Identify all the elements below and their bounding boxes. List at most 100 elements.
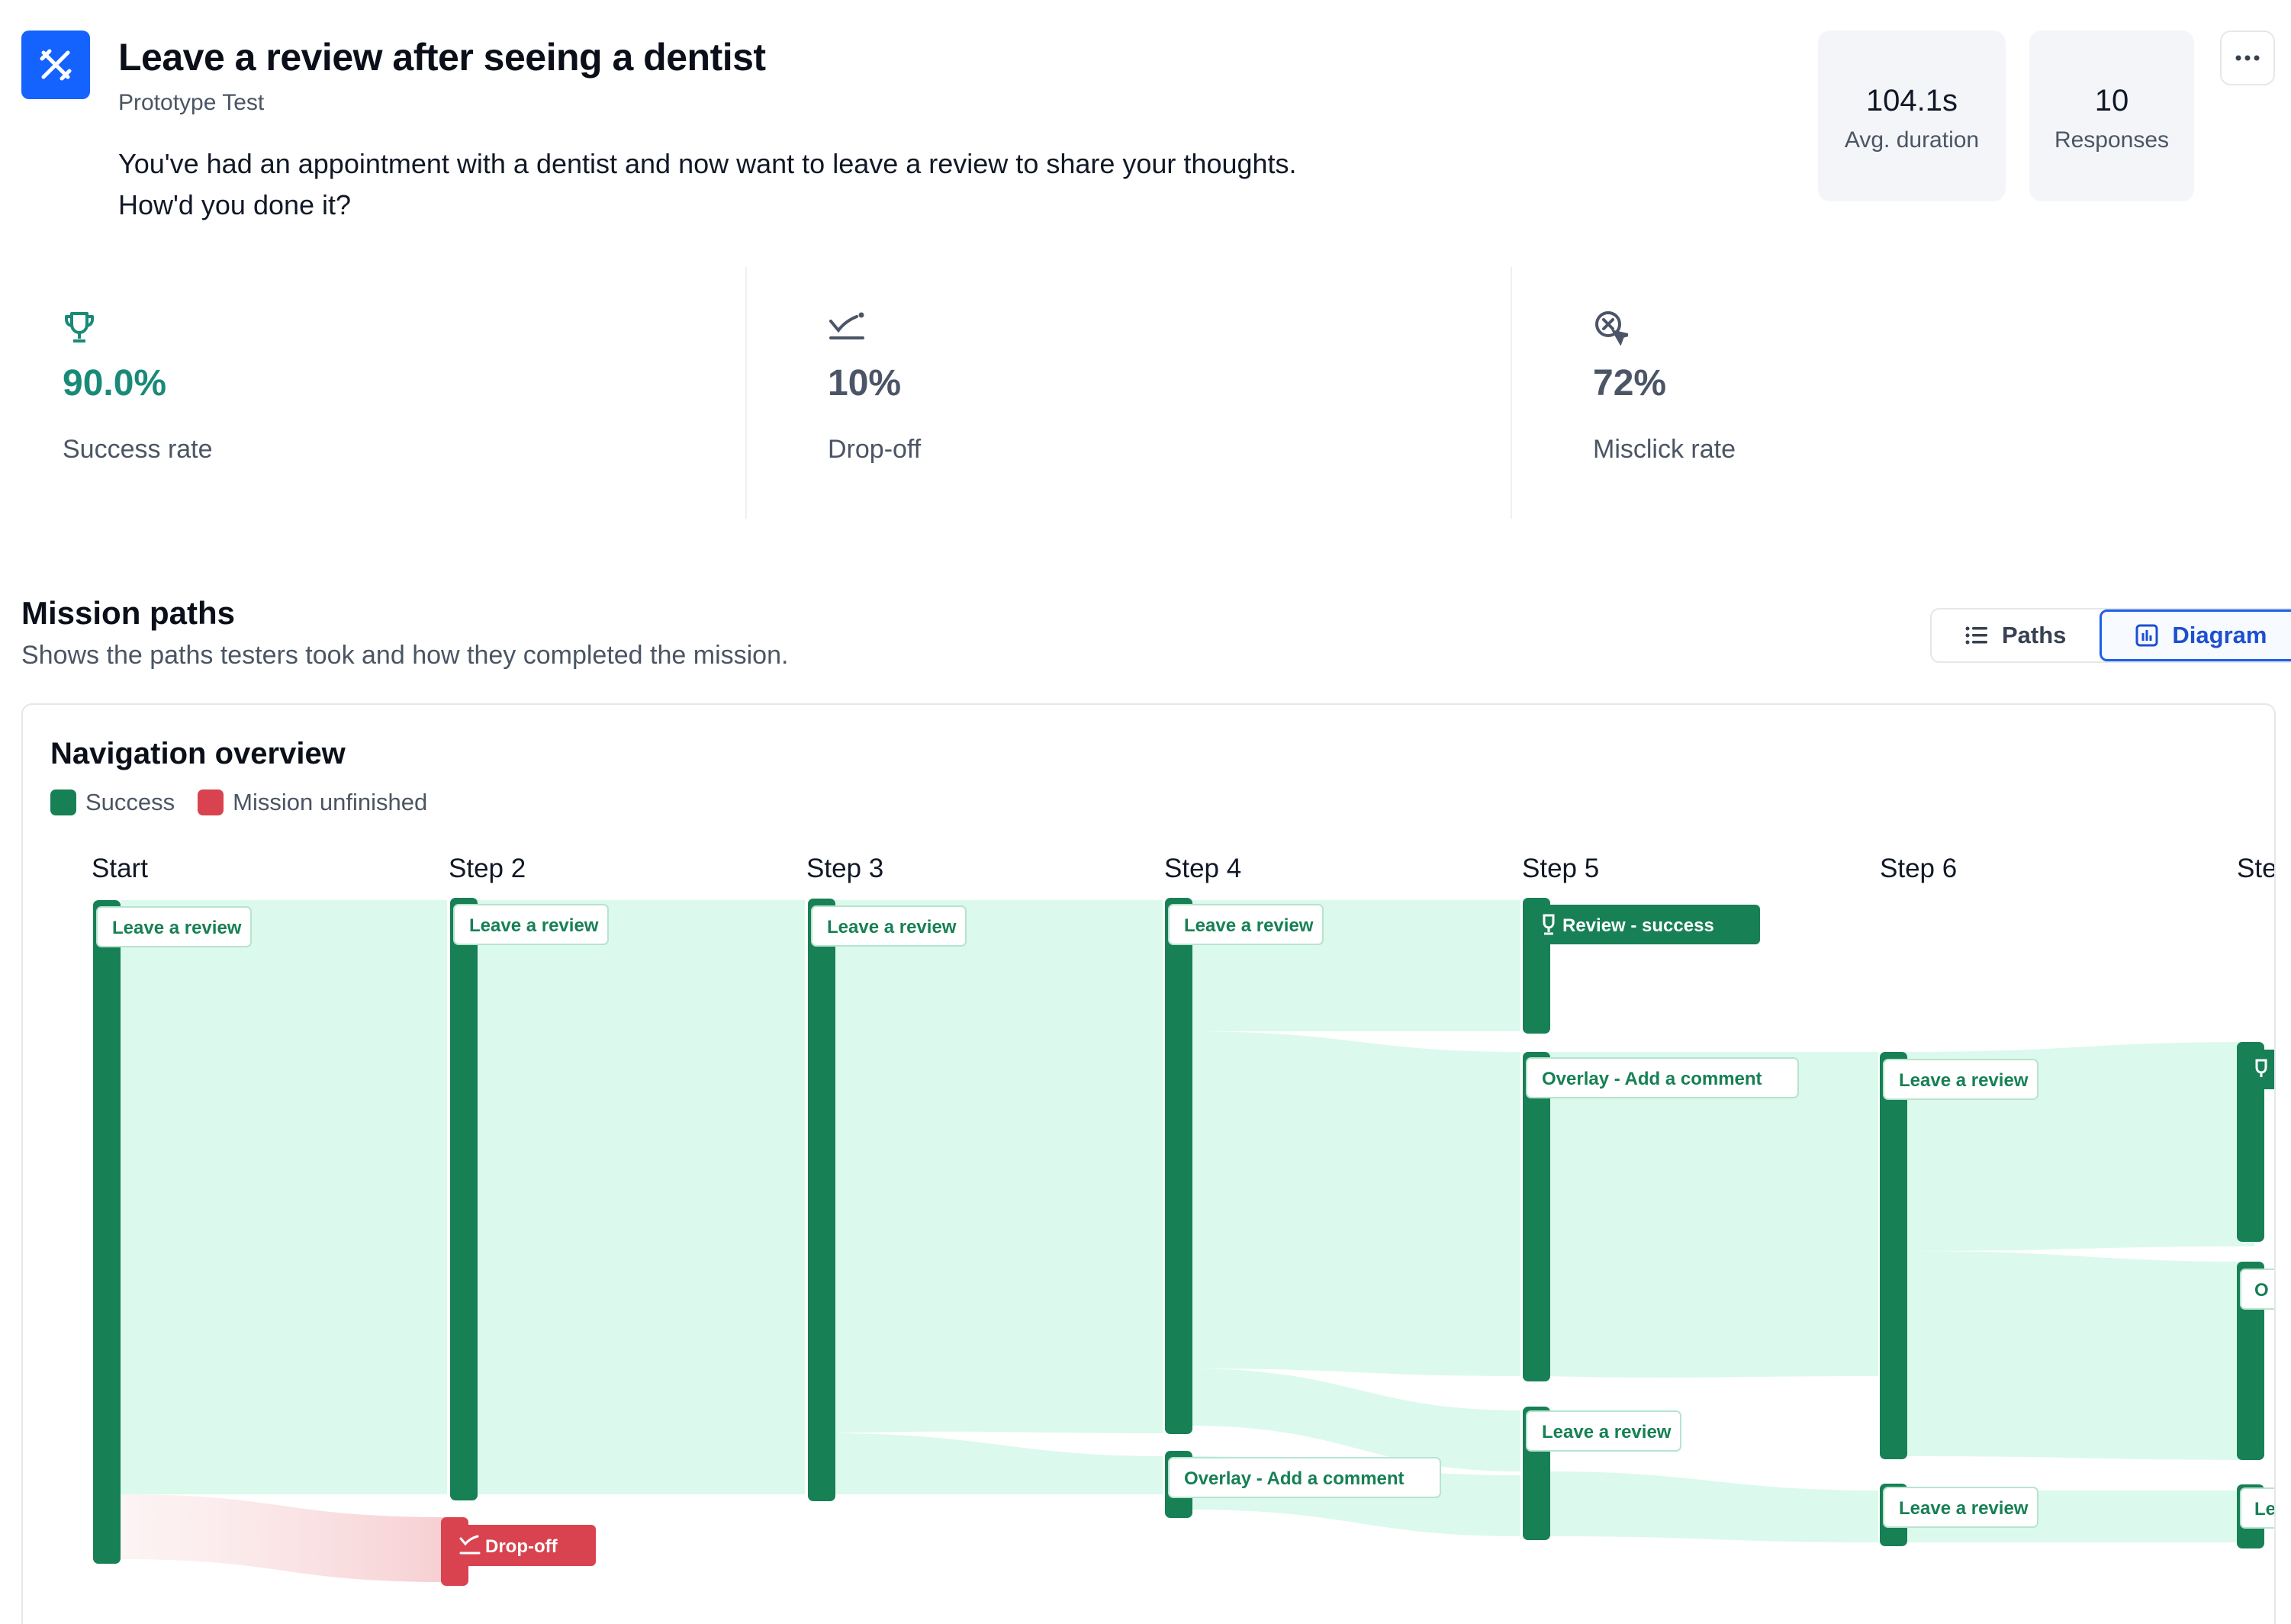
diagram-legend: Success Mission unfinished — [50, 789, 441, 816]
flow-step3-step4 — [832, 900, 1163, 1433]
view-toggle: Paths Diagram — [1930, 608, 2291, 663]
legend-success-swatch — [50, 789, 76, 815]
avg-duration-card: 104.1s Avg. duration — [1818, 31, 2006, 201]
responses-value: 10 — [2094, 84, 2129, 117]
node-label-text: Review - success — [1562, 915, 1714, 936]
flow-start-dropoff — [121, 1494, 447, 1582]
step-header-7: Step 7 — [2237, 854, 2276, 883]
node-label-step5-leave[interactable]: Leave a review — [1526, 1410, 1681, 1452]
misclick-target-icon — [1595, 311, 1628, 346]
node-bar-step7-top[interactable] — [2237, 1042, 2264, 1242]
legend-unfinished-label: Mission unfinished — [233, 789, 428, 815]
mission-paths-title: Mission paths — [21, 595, 236, 631]
success-rate-metric: 90.0% Success rate — [63, 267, 810, 519]
node-bar-start[interactable] — [93, 900, 121, 1564]
description-line-1: You've had an appointment with a dentist… — [118, 148, 1297, 179]
node-label-text: Leave a review — [1542, 1422, 1672, 1442]
node-bar-step7-mid[interactable] — [2237, 1262, 2264, 1460]
flow-step5-step6-bottom — [1547, 1471, 1878, 1542]
description-line-2: How'd you done it? — [118, 189, 352, 220]
step-header-3: Step 3 — [806, 854, 883, 883]
node-bar-step6-top[interactable] — [1880, 1052, 1907, 1459]
legend-success: Success — [50, 789, 175, 816]
node-bar-step2[interactable] — [450, 898, 478, 1500]
misclick-rate-label: Misclick rate — [1593, 435, 1736, 464]
node-label-text: Leave a review — [1899, 1498, 2029, 1519]
trophy-icon — [2255, 1059, 2267, 1077]
flow-step5-step6 — [1547, 1052, 1878, 1378]
node-label-step7-mid[interactable]: O — [2240, 1269, 2276, 1310]
node-label-step7-bottom[interactable]: Le — [2240, 1487, 2276, 1529]
step-header-6: Step 6 — [1880, 854, 1957, 883]
navigation-overview-panel: Start Step 2 Step 3 Step 4 Step 5 Step 6… — [21, 703, 2276, 1624]
avg-duration-value: 104.1s — [1865, 84, 1958, 117]
navigation-diagram: Start Step 2 Step 3 Step 4 Step 5 Step 6… — [92, 854, 2276, 1586]
node-label-text: Leave a review — [112, 918, 242, 938]
node-label-step7-top[interactable] — [2241, 1050, 2276, 1089]
node-label-text: Leave a review — [1899, 1070, 2029, 1091]
node-bar-step4[interactable] — [1165, 898, 1192, 1434]
node-label-step6-leave-top[interactable]: Leave a review — [1883, 1059, 2038, 1100]
navigation-overview-title: Navigation overview — [50, 737, 346, 770]
drop-off-metric: 10% Drop-off — [828, 267, 1575, 519]
node-label-text: Le — [2254, 1499, 2276, 1519]
node-label-text: Leave a review — [827, 917, 957, 937]
node-label-text: Overlay - Add a comment — [1184, 1468, 1405, 1489]
drop-off-icon — [829, 312, 864, 339]
diagram-toggle-button[interactable]: Diagram — [2100, 609, 2291, 661]
app-icon — [21, 31, 90, 99]
node-label-step4-leave[interactable]: Leave a review — [1168, 904, 1324, 945]
flow-step4-step5-leave — [1189, 1368, 1520, 1471]
more-options-button[interactable] — [2220, 31, 2275, 85]
flow-step4-step5-overlay — [1189, 1031, 1520, 1376]
misclick-rate-metric: 72% Misclick rate — [1593, 267, 2291, 519]
step-header-start: Start — [92, 854, 148, 883]
more-dots-icon — [2235, 55, 2260, 61]
cross-tools-icon — [40, 49, 72, 81]
paths-toggle-button[interactable]: Paths — [1932, 609, 2100, 661]
drop-off-value: 10% — [828, 363, 902, 404]
node-label-step2-leave[interactable]: Leave a review — [453, 904, 609, 945]
step-header-5: Step 5 — [1522, 854, 1599, 883]
flow-start-step2 — [121, 900, 447, 1494]
flow-step6-step7-mid — [1904, 1251, 2254, 1460]
node-label-start-leave[interactable]: Leave a review — [96, 906, 252, 947]
list-icon — [1965, 626, 1987, 645]
metric-divider — [1511, 267, 1512, 519]
step-header-4: Step 4 — [1164, 854, 1241, 883]
page-subtitle: Prototype Test — [118, 90, 265, 115]
drop-off-label: Drop-off — [828, 435, 922, 464]
trophy-icon — [65, 312, 94, 342]
node-label-text: Overlay - Add a comment — [1542, 1069, 1762, 1089]
flow-step3-step4-overlay — [832, 1433, 1163, 1494]
responses-card: 10 Responses — [2029, 31, 2194, 201]
node-label-text: O — [2254, 1280, 2269, 1301]
node-label-dropoff[interactable]: Drop-off — [445, 1525, 596, 1566]
diagram-toggle-label: Diagram — [2172, 622, 2267, 648]
paths-toggle-label: Paths — [2002, 622, 2067, 648]
mission-paths-subtitle: Shows the paths testers took and how the… — [21, 641, 789, 670]
misclick-rate-value: 72% — [1593, 363, 1667, 404]
node-label-text: Leave a review — [469, 915, 599, 936]
success-rate-label: Success rate — [63, 435, 213, 464]
node-bar-step3[interactable] — [808, 899, 835, 1501]
step-header-2: Step 2 — [449, 854, 526, 883]
node-label-step6-leave-bottom[interactable]: Leave a review — [1883, 1487, 2038, 1528]
node-label-text: Drop-off — [485, 1536, 558, 1557]
node-label-step3-leave[interactable]: Leave a review — [811, 905, 967, 947]
chart-icon — [2135, 624, 2158, 647]
node-label-step5-overlay[interactable]: Overlay - Add a comment — [1526, 1057, 1799, 1098]
node-bar-step5-overlay[interactable] — [1523, 1052, 1550, 1381]
avg-duration-label: Avg. duration — [1844, 127, 1980, 153]
page-title: Leave a review after seeing a dentist — [118, 36, 766, 79]
node-label-step4-overlay[interactable]: Overlay - Add a comment — [1168, 1457, 1441, 1498]
flow-step2-step3 — [473, 900, 805, 1494]
responses-label: Responses — [2054, 127, 2170, 153]
legend-unfinished-swatch — [198, 789, 224, 815]
flow-links — [121, 900, 2254, 1582]
metric-divider — [745, 267, 747, 519]
node-label-step5-success[interactable]: Review - success — [1527, 905, 1760, 944]
success-rate-value: 90.0% — [63, 363, 167, 404]
node-label-text: Leave a review — [1184, 915, 1314, 936]
task-description: You've had an appointment with a dentist… — [118, 143, 1568, 226]
